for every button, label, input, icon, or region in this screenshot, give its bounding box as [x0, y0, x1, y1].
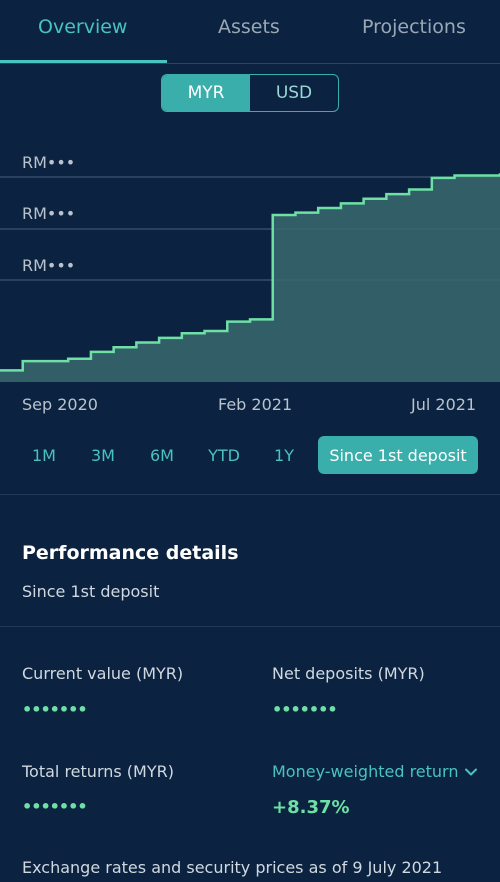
total-returns-masked: •••••••: [22, 797, 88, 816]
range-1m[interactable]: 1M: [32, 445, 56, 465]
range-ytd[interactable]: YTD: [208, 445, 240, 465]
y-tick-label: RM•••: [22, 153, 76, 172]
range-selector: 1M 3M 6M YTD 1Y Since 1st deposit: [0, 436, 500, 474]
performance-subtitle: Since 1st deposit: [22, 582, 160, 601]
chevron-down-icon: [464, 768, 477, 775]
range-1y[interactable]: 1Y: [274, 445, 294, 465]
total-returns-label: Total returns (MYR): [22, 762, 174, 781]
money-weighted-return-value: +8.37%: [272, 797, 350, 818]
currency-toggle: MYR USD: [161, 74, 339, 112]
y-tick-label: RM•••: [22, 256, 76, 275]
active-tab-indicator: [0, 60, 167, 63]
chart-area-fill: [0, 173, 500, 382]
return-type-label: Money-weighted return: [272, 762, 459, 781]
portfolio-chart[interactable]: [0, 140, 500, 390]
range-since-first-deposit[interactable]: Since 1st deposit: [318, 436, 478, 474]
footnote: Exchange rates and security prices as of…: [22, 858, 443, 877]
current-value-masked: •••••••: [22, 700, 88, 719]
x-tick-label: Jul 2021: [411, 395, 477, 414]
x-tick-label: Sep 2020: [22, 395, 98, 414]
net-deposits-masked: •••••••: [272, 700, 338, 719]
range-6m[interactable]: 6M: [150, 445, 174, 465]
divider: [0, 494, 500, 495]
x-tick-label: Feb 2021: [218, 395, 293, 414]
range-3m[interactable]: 3M: [91, 445, 115, 465]
y-tick-label: RM•••: [22, 204, 76, 223]
net-deposits-label: Net deposits (MYR): [272, 664, 425, 683]
currency-myr-button[interactable]: MYR: [162, 75, 250, 111]
tab-projections[interactable]: Projections: [362, 16, 466, 38]
divider: [0, 626, 500, 627]
tab-overview[interactable]: Overview: [38, 16, 128, 38]
tab-assets[interactable]: Assets: [218, 16, 280, 38]
chart-series-line: [0, 173, 500, 372]
currency-usd-button[interactable]: USD: [275, 83, 313, 103]
tab-bar: Overview Assets Projections: [0, 0, 500, 64]
performance-title: Performance details: [22, 542, 239, 564]
return-type-dropdown[interactable]: Money-weighted return: [272, 762, 477, 781]
current-value-label: Current value (MYR): [22, 664, 184, 683]
